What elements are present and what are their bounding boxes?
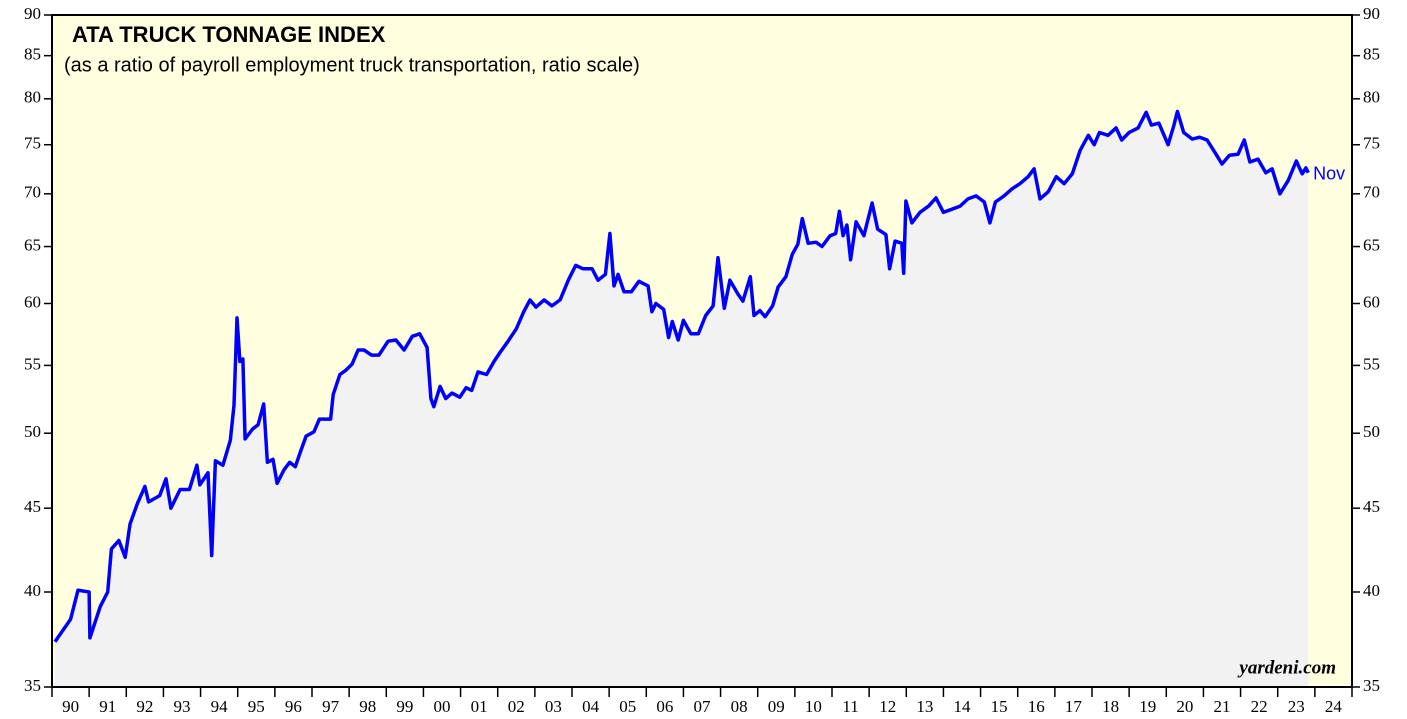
x-tick-label: 08 [731,697,748,716]
y-tick-label: 75 [24,134,41,153]
y-tick-label: 80 [24,88,41,107]
plot [53,109,1310,687]
x-tick-label: 20 [1176,697,1193,716]
y2-tick-label: 55 [1363,354,1380,373]
x-tick-label: 17 [1065,697,1083,716]
x-tick-label: 19 [1139,697,1156,716]
x-tick-label: 93 [174,697,191,716]
source: yardeni.com [1237,657,1336,678]
x-tick-label: 02 [508,697,525,716]
x-tick-label: 09 [768,697,785,716]
x-tick-label: 04 [582,697,600,716]
x-tick-label: 11 [842,697,858,716]
x-tick-label: 91 [99,697,116,716]
y2-tick-label: 80 [1363,88,1380,107]
x-tick-label: 23 [1288,697,1305,716]
y-tick-label: 35 [24,676,41,695]
y2-tick-label: 85 [1363,45,1380,64]
x-tick-label: 03 [545,697,562,716]
y-tick-label: 60 [24,292,41,311]
chart-subtitle: (as a ratio of payroll employment truck … [64,54,640,76]
area [55,111,1309,687]
y-tick-label: 55 [24,354,41,373]
x-tick-label: 96 [285,697,302,716]
x-tick-label: 92 [136,697,153,716]
y2-tick-label: 45 [1363,497,1380,516]
y-tick-label: 65 [24,235,41,254]
x-tick-label: 05 [619,697,636,716]
x-tick-label: 24 [1325,697,1343,716]
y-tick-label: 90 [24,4,41,23]
x-tick-label: 94 [211,697,229,716]
line [53,109,1310,643]
y-tick-label: 50 [24,422,41,441]
x-tick-label: 22 [1251,697,1268,716]
x-tick-label: 07 [694,697,712,716]
annotation: Nov [1313,164,1345,184]
x-tick-label: 14 [954,697,972,716]
x-tick-label: 97 [322,697,340,716]
y2-tick-label: 40 [1363,581,1380,600]
y-tick-label: 40 [24,581,41,600]
x-tick-label: 95 [248,697,265,716]
x-tick-label: 00 [434,697,451,716]
x-tick-label: 18 [1102,697,1119,716]
x-tick-label: 90 [62,697,79,716]
x-tick-label: 13 [916,697,933,716]
y-tick-label: 70 [24,183,41,202]
y2-tick-label: 70 [1363,183,1380,202]
y2-tick-label: 65 [1363,235,1380,254]
x-tick-label: 98 [359,697,376,716]
plot-frame [51,14,1353,688]
x-tick-label: 10 [805,697,822,716]
y2-tick-label: 90 [1363,4,1380,23]
x-tick-label: 01 [471,697,488,716]
x-tick-label: 16 [1028,697,1045,716]
x-tick-label: 12 [879,697,896,716]
x-tick-label: 15 [991,697,1008,716]
y2-tick-label: 60 [1363,292,1380,311]
chart-title: ATA TRUCK TONNAGE INDEX [72,22,386,47]
y-tick-label: 45 [24,497,41,516]
y2-tick-label: 75 [1363,134,1380,153]
x-tick-label: 21 [1214,697,1231,716]
x-tick-label: 99 [396,697,413,716]
y2-tick-label: 50 [1363,422,1380,441]
y2-tick-label: 35 [1363,676,1380,695]
y-tick-label: 85 [24,45,41,64]
x-tick-label: 06 [656,697,673,716]
